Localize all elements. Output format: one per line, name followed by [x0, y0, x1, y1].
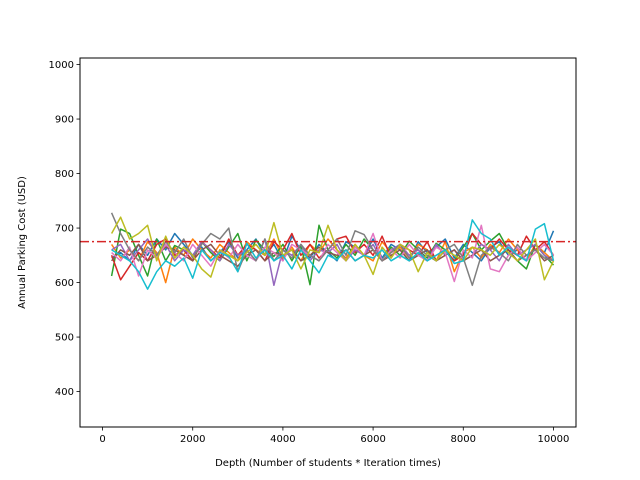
x-axis-ticks: 0 2000 4000 6000 8000 10000 [99, 427, 569, 445]
x-tick-label: 10000 [538, 434, 570, 445]
y-tick-label: 400 [55, 387, 74, 398]
y-tick-label: 600 [55, 278, 74, 289]
x-tick-label: 0 [99, 434, 105, 445]
y-tick-label: 500 [55, 333, 74, 344]
series-line-9 [110, 216, 555, 281]
y-tick-label: 800 [55, 169, 74, 180]
series-line-6 [111, 243, 554, 267]
y-tick-label: 700 [55, 224, 74, 235]
x-tick-label: 2000 [180, 434, 205, 445]
series-line-10 [111, 219, 555, 290]
y-tick-label: 1000 [49, 60, 74, 71]
x-tick-label: 4000 [270, 434, 295, 445]
x-axis-label: Depth (Number of students * Iteration ti… [215, 458, 441, 469]
y-axis-ticks: 400 500 600 700 800 900 1000 [49, 60, 80, 398]
y-axis-label: Annual Parking Cost (USD) [17, 176, 28, 309]
series-layer [110, 212, 555, 290]
y-tick-label: 900 [55, 115, 74, 126]
x-tick-label: 8000 [451, 434, 476, 445]
plot-area-frame [79, 57, 577, 428]
x-tick-label: 6000 [360, 434, 385, 445]
